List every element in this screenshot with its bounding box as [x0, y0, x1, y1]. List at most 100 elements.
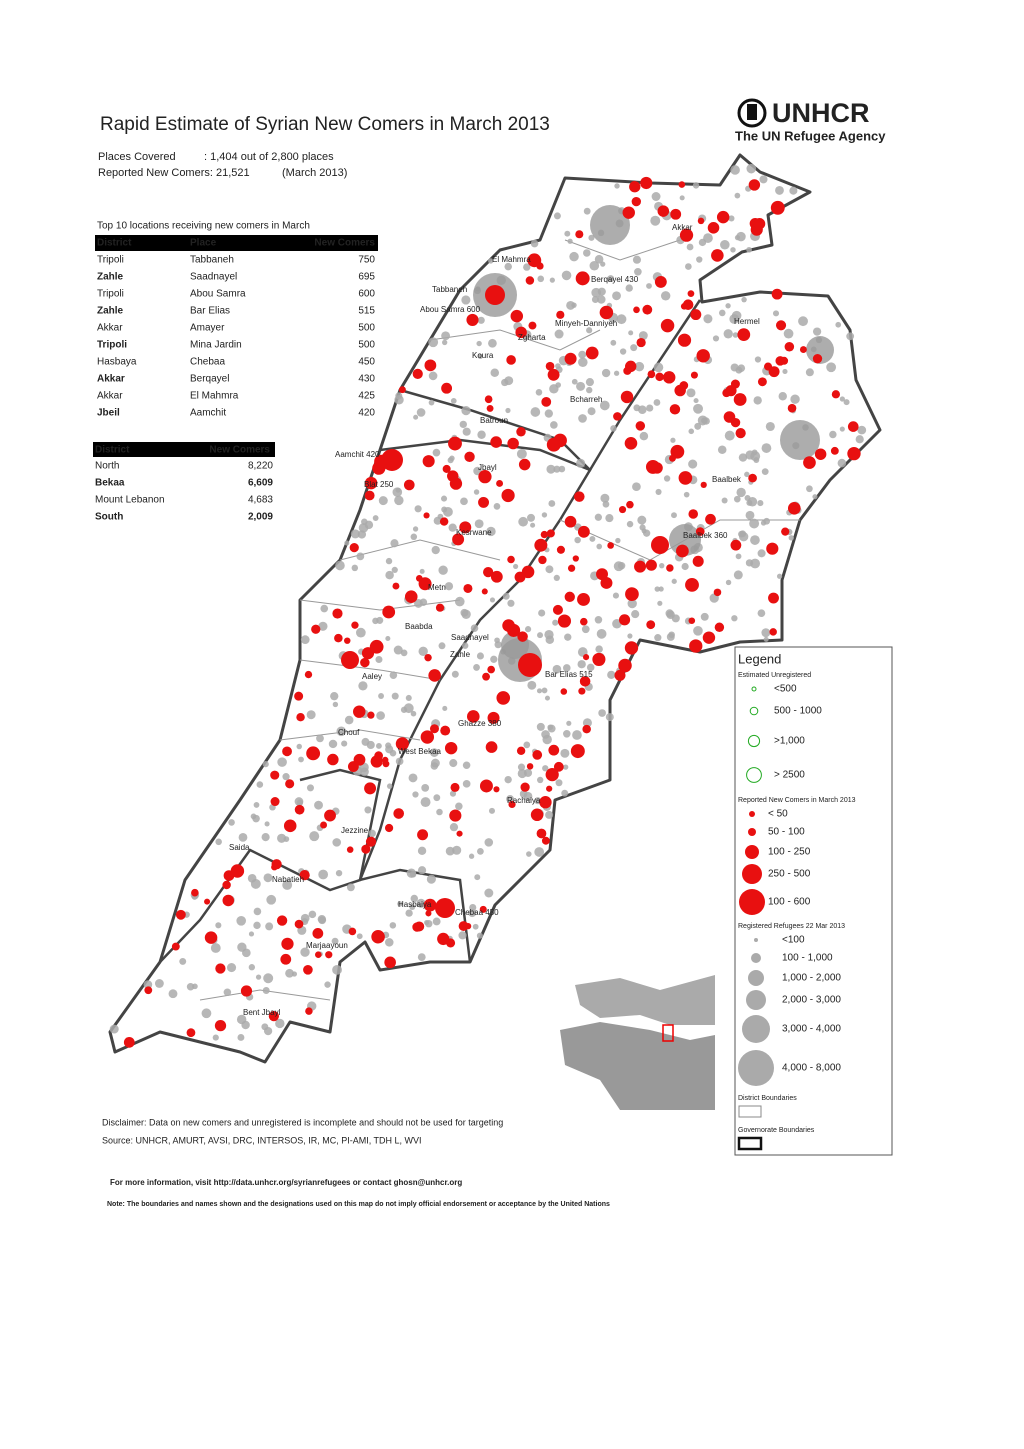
red-dot [501, 488, 515, 503]
red-dot [175, 909, 186, 920]
red-dot [478, 470, 492, 484]
gray-dot [790, 394, 800, 404]
gray-dot [282, 880, 293, 890]
gray-dot [679, 195, 685, 201]
gray-dot [806, 485, 813, 493]
table-cell: Zahle [97, 306, 124, 317]
red-dot [688, 617, 696, 625]
boundary [279, 729, 421, 741]
gray-dot [646, 404, 654, 412]
gray-dot [332, 701, 339, 708]
gray-dot [393, 645, 403, 655]
red-dot [240, 985, 253, 997]
red-dot [452, 533, 465, 546]
gray-dot [504, 376, 514, 386]
red-dot [645, 559, 657, 571]
gray-dot [730, 247, 736, 253]
footer-note: Note: The boundaries and names shown and… [107, 1201, 610, 1208]
gray-dot [545, 810, 554, 819]
gray-dot [300, 635, 310, 645]
red-dot [404, 590, 418, 603]
gray-dot [186, 982, 195, 991]
gray-dot [597, 295, 606, 304]
gray-dot [607, 275, 615, 283]
gray-dot [733, 495, 741, 503]
red-dot [620, 390, 634, 404]
gray-dot [582, 718, 592, 728]
table-cell: 4,683 [248, 495, 273, 506]
map-label: Hasbaiya [398, 900, 432, 909]
table-cell: Amayer [190, 323, 225, 334]
red-dot [682, 299, 694, 310]
gray-dot [451, 670, 459, 678]
legend-item: 250 - 500 [768, 869, 811, 880]
map-label: Saadnayel [451, 633, 489, 642]
gray-dot [552, 664, 562, 674]
table-cell: 600 [358, 289, 375, 300]
map-label: Tabbaneh [432, 285, 467, 294]
red-dot [412, 368, 423, 379]
red-dot [510, 309, 524, 323]
red-dot [647, 370, 656, 379]
gray-dot [746, 499, 753, 506]
table-cell: Tripoli [97, 255, 124, 266]
red-dot [364, 782, 377, 795]
red-dot [222, 894, 235, 907]
map-label: Hermel [734, 317, 760, 326]
gray-dot [745, 450, 755, 460]
gray-dot [395, 757, 404, 766]
map-label: Akkar [672, 223, 693, 232]
gray-dot [780, 420, 820, 460]
red-dot [502, 619, 515, 632]
gray-dot [634, 267, 642, 276]
gray-dot [657, 600, 663, 606]
gray-dot [693, 398, 699, 404]
gray-dot [637, 515, 647, 525]
gray-dot [390, 539, 399, 548]
gray-dot [356, 933, 363, 940]
gray-dot [486, 526, 496, 537]
red-dot [814, 448, 827, 460]
gray-dot [578, 357, 588, 368]
red-dot [441, 382, 453, 394]
gray-dot [638, 331, 648, 340]
info-label: Places Covered [98, 151, 176, 163]
gray-dot [372, 515, 379, 521]
gray-dot [589, 535, 596, 542]
gray-dot [385, 557, 393, 565]
gray-dot [394, 495, 404, 506]
table-cell: Bar Elias [190, 306, 230, 317]
gray-dot [846, 332, 855, 341]
map-label: Bcharreh [570, 395, 602, 404]
red-dot [700, 481, 707, 488]
gray-dot [585, 378, 594, 387]
gray-dot [564, 230, 571, 237]
red-dot [678, 181, 686, 188]
gray-dot [356, 552, 365, 561]
gray-dot [734, 235, 741, 241]
gray-dot [535, 389, 543, 396]
gray-dot [375, 655, 383, 664]
map-label: Koura [472, 351, 494, 360]
gray-dot [590, 205, 630, 245]
column-header: Place [190, 238, 217, 249]
gray-dot [298, 756, 304, 763]
gray-dot [429, 748, 439, 757]
red-dot [422, 455, 435, 468]
red-dot [536, 828, 547, 839]
gray-dot [344, 715, 354, 725]
gray-dot [285, 968, 294, 978]
legend-symbol [749, 706, 759, 716]
gray-dot [461, 295, 471, 305]
legend-symbol [742, 1015, 770, 1043]
red-dot [395, 737, 409, 751]
red-dot [351, 621, 359, 629]
map-label: Aaley [362, 672, 382, 681]
gray-dot [633, 404, 641, 412]
red-dot [567, 564, 576, 572]
red-dot [771, 288, 783, 300]
red-dot [440, 725, 451, 736]
red-dot [450, 782, 460, 792]
gray-dot [659, 562, 665, 569]
